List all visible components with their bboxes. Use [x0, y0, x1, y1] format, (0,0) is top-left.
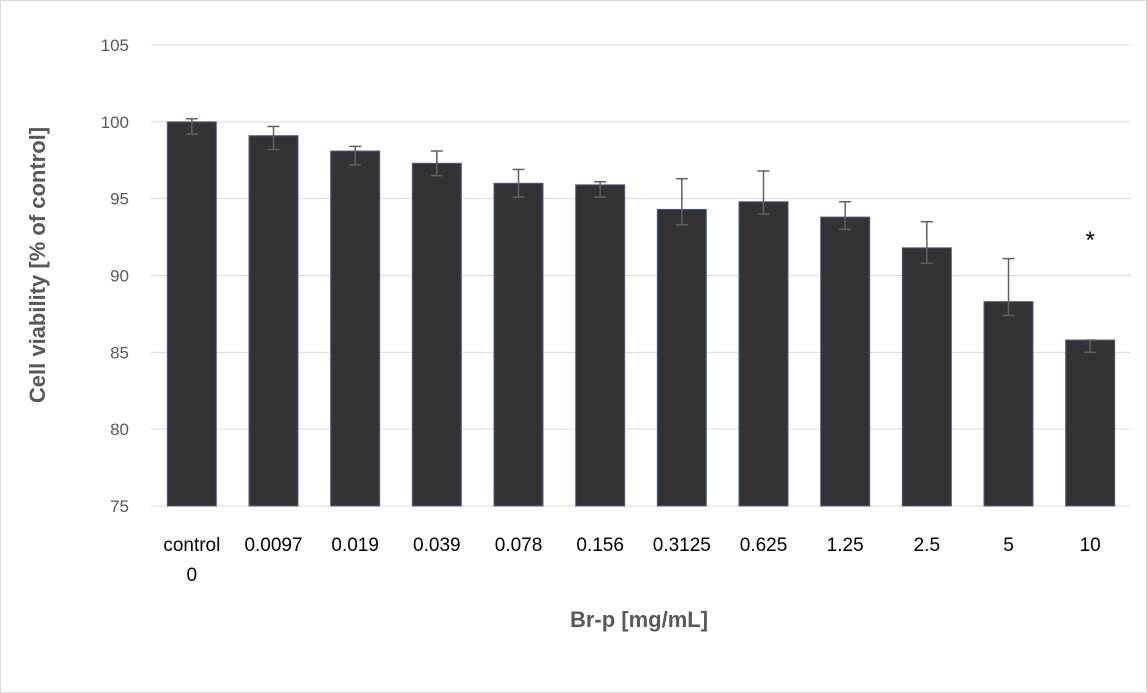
x-tick-label: 5 — [1003, 535, 1014, 556]
x-tick-label: 0.039 — [413, 535, 461, 556]
y-tick-label: 80 — [110, 420, 129, 439]
x-tick-label-line: 2.5 — [914, 535, 940, 556]
y-tick-label: 105 — [101, 36, 129, 55]
y-axis-ticks: 75 80 85 90 95 100 105 — [101, 36, 129, 516]
y-axis-title: Cell viability [% of control] — [25, 127, 50, 403]
x-tick-label-line: 0.078 — [495, 535, 543, 556]
x-tick-label: 2.5 — [914, 535, 940, 556]
bar — [983, 301, 1034, 507]
x-tick-label-line: 0.0097 — [244, 535, 302, 556]
bar — [656, 208, 707, 507]
y-tick-label: 95 — [110, 190, 129, 209]
bar — [166, 121, 217, 507]
x-tick-label-line: 0 — [187, 565, 198, 586]
x-tick-label: 0.0097 — [244, 535, 302, 556]
significance-annotation: * — [1085, 227, 1094, 254]
y-tick-label: 90 — [110, 267, 129, 286]
x-tick-label-line: 0.3125 — [653, 535, 711, 556]
x-tick-label: 0.3125 — [653, 535, 711, 556]
x-tick-label: 0.019 — [331, 535, 379, 556]
x-axis-ticks: control 0 0.0097 0.019 0.039 0.078 0.156 0.3125… — [163, 535, 1100, 586]
bar — [411, 162, 462, 507]
annotations: * — [1085, 227, 1094, 254]
gridlines — [151, 44, 1131, 507]
bar — [901, 247, 952, 507]
x-tick-label: 1.25 — [827, 535, 864, 556]
x-tick-label-line: 5 — [1003, 535, 1014, 556]
x-tick-label: 10 — [1080, 535, 1101, 556]
bar — [248, 135, 299, 507]
bars — [166, 121, 1116, 507]
x-tick-label: control 0 — [163, 535, 220, 586]
bar — [820, 216, 871, 507]
error-bars — [185, 118, 1097, 354]
y-tick-label: 85 — [110, 343, 129, 362]
bar — [575, 184, 626, 507]
x-tick-label-line: control — [163, 535, 220, 556]
x-tick-label: 0.625 — [740, 535, 788, 556]
x-tick-label: 0.078 — [495, 535, 543, 556]
bar — [493, 182, 544, 507]
x-tick-label-line: 0.019 — [331, 535, 379, 556]
x-tick-label-line: 1.25 — [827, 535, 864, 556]
x-tick-label-line: 0.625 — [740, 535, 788, 556]
bar — [1065, 339, 1116, 507]
x-tick-label-line: 0.156 — [576, 535, 624, 556]
x-tick-label-line: 0.039 — [413, 535, 461, 556]
x-tick-label-line: 10 — [1080, 535, 1101, 556]
y-tick-label: 75 — [110, 497, 129, 516]
x-tick-label: 0.156 — [576, 535, 624, 556]
y-tick-label: 100 — [101, 113, 129, 132]
x-axis-title: Br-p [mg/mL] — [570, 607, 708, 632]
bar — [738, 201, 789, 507]
bar — [330, 150, 381, 507]
